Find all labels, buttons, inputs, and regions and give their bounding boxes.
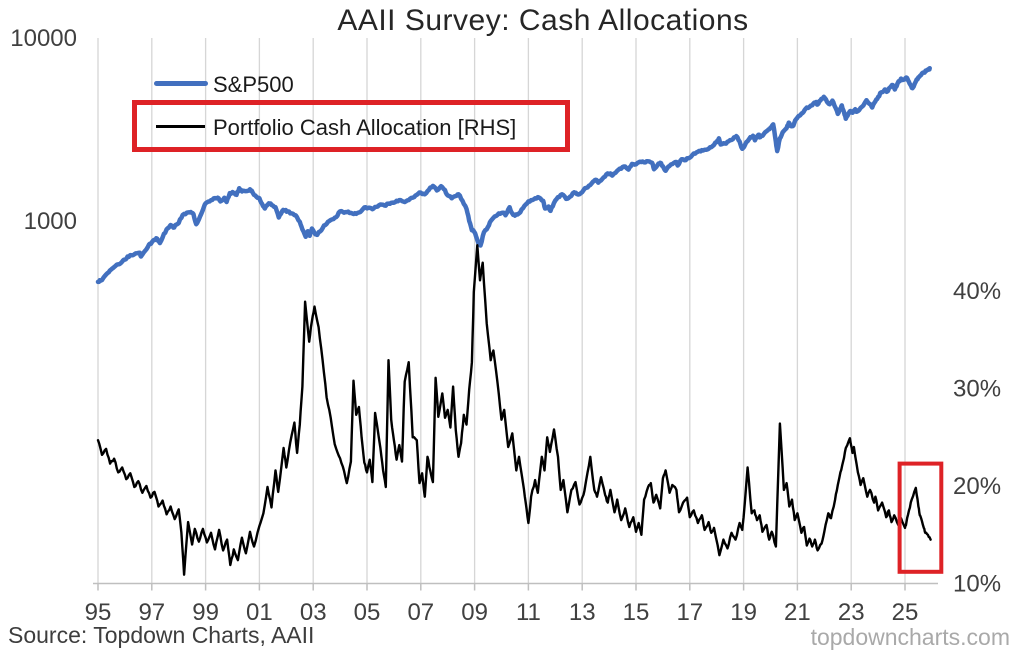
series-line [96,243,932,576]
right-tick-label: 20% [953,473,1001,500]
right-tick-label: 40% [953,278,1001,305]
x-tick-label: 03 [300,599,327,626]
x-tick-label: 15 [623,599,650,626]
left-axis-labels: 10000 1000 [10,25,77,235]
x-tick-label: 99 [192,599,219,626]
x-tick-label: 05 [354,599,381,626]
legend-highlight-box [132,100,570,152]
recent-data-highlight-box [897,461,944,574]
cash-legend-label: Portfolio Cash Allocation [RHS] [213,115,517,140]
x-tick-label: 09 [461,599,488,626]
x-axis-labels: 95 97 99 01 03 05 07 09 11 13 15 17 19 21 23 25 [85,599,919,626]
chart-title: AAII Survey: Cash Allocations [337,4,749,37]
cash-line-swatch [156,125,205,128]
sp500-legend-label: S&P500 [213,72,294,97]
x-tick-label: 97 [138,599,165,626]
x-tick-label: 07 [407,599,434,626]
right-axis-labels: 40% 30% 20% 10% [953,278,1001,598]
x-tick-label: 13 [569,599,596,626]
right-tick-label: 10% [953,571,1001,598]
x-tick-label: 01 [246,599,273,626]
right-tick-label: 30% [953,376,1001,403]
sp500-line-swatch [154,81,208,86]
x-tick-label: 95 [85,599,112,626]
x-tick-label: 11 [516,599,541,626]
x-tick-label: 23 [838,599,865,626]
x-axis [93,582,938,591]
x-tick-label: 19 [730,599,757,626]
left-tick-label: 1000 [24,208,77,235]
x-tick-label: 21 [784,599,811,626]
series-line [95,65,932,285]
left-tick-label: 10000 [10,25,77,52]
source-note: Source: Topdown Charts, AAII [8,622,315,648]
x-tick-label: 25 [892,599,919,626]
x-tick-label: 17 [676,599,703,626]
watermark: topdowncharts.com [810,624,1010,650]
